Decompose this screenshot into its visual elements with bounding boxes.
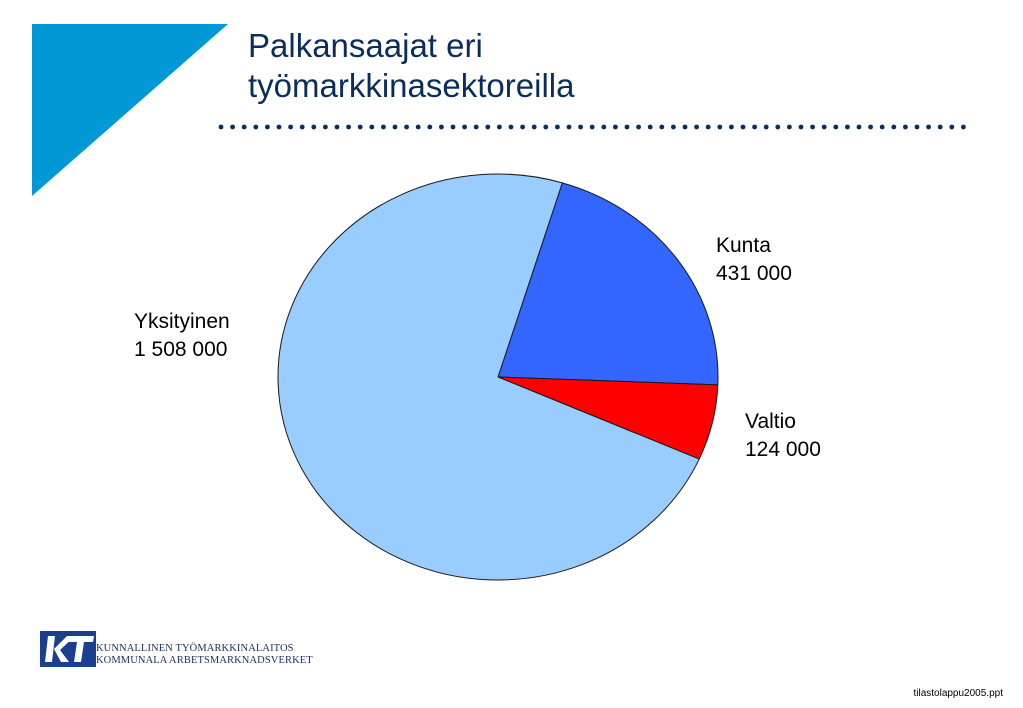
divider-dot <box>311 124 317 130</box>
divider-dot <box>346 124 351 130</box>
divider-dot <box>265 124 270 130</box>
divider-dot <box>299 124 305 130</box>
page-title-line2: työmarkkinasektoreilla <box>248 67 575 104</box>
divider-dot <box>485 124 491 130</box>
corner-accent-triangle <box>32 24 228 196</box>
divider-dot <box>926 124 931 130</box>
divider-dot <box>601 124 607 130</box>
divider-dot <box>462 124 467 130</box>
divider-dot <box>647 124 653 130</box>
divider-dot <box>369 124 375 130</box>
divider-dot <box>821 124 827 130</box>
divider-dot <box>879 124 885 130</box>
divider-dot <box>439 124 444 130</box>
slice-label-yksityinen: Yksityinen 1 508 000 <box>134 308 230 364</box>
divider-dot <box>357 124 363 130</box>
divider-dot <box>427 124 433 130</box>
divider-dot <box>288 124 293 130</box>
slice-label-valtio-value: 124 000 <box>745 438 821 461</box>
divider-dot <box>323 124 328 130</box>
divider-dot <box>543 124 549 130</box>
divider-dot <box>636 124 641 130</box>
divider-dot <box>404 124 409 130</box>
organization-name: KUNNALLINEN TYÖMARKKINALAITOS KOMMUNALA … <box>96 643 313 667</box>
divider-dot <box>334 124 340 130</box>
divider-dot <box>798 124 804 130</box>
kt-logo-icon <box>40 631 96 667</box>
divider-dot <box>705 124 711 130</box>
slice-label-yksityinen-value: 1 508 000 <box>134 338 228 361</box>
divider-dot <box>937 124 943 130</box>
divider-dot <box>508 124 514 130</box>
divider-dot <box>949 124 955 130</box>
divider-dot <box>845 124 850 130</box>
divider-dot <box>253 124 259 130</box>
slice-label-valtio-name: Valtio <box>745 410 796 433</box>
slice-label-valtio: Valtio 124 000 <box>745 408 821 464</box>
pie-slice-kunta <box>497 182 719 386</box>
divider-dot <box>578 124 583 130</box>
divider-dot <box>566 124 572 130</box>
divider-dot <box>891 124 897 130</box>
slice-label-kunta: Kunta 431 000 <box>716 232 792 288</box>
divider-dot <box>473 124 479 130</box>
divider-dot <box>868 124 873 130</box>
slice-label-kunta-name: Kunta <box>716 234 771 257</box>
divider-dot <box>555 124 560 130</box>
pie-slices <box>277 173 719 581</box>
divider-dot <box>961 124 966 130</box>
divider-dot <box>450 124 456 130</box>
slice-label-kunta-value: 431 000 <box>716 262 792 285</box>
divider-dot <box>833 124 839 130</box>
divider-dot <box>497 124 502 130</box>
divider-dot <box>624 124 630 130</box>
divider-dot <box>682 124 688 130</box>
divider-dot <box>613 124 618 130</box>
divider-dot <box>589 124 595 130</box>
divider-dot <box>903 124 908 130</box>
divider-dot <box>717 124 723 130</box>
organization-name-line1: KUNNALLINEN TYÖMARKKINALAITOS <box>96 643 294 654</box>
divider-dot <box>520 124 525 130</box>
file-name: tilastolappu2005.ppt <box>913 688 1003 699</box>
divider-dot <box>914 124 920 130</box>
slice-label-yksityinen-name: Yksityinen <box>134 310 230 333</box>
divider-dot <box>856 124 862 130</box>
page-title: Palkansaajat eri työmarkkinasektoreilla <box>248 26 574 106</box>
corner-accent-shape <box>32 24 228 196</box>
pie-slice-yksityinen <box>277 173 700 581</box>
divider-dot <box>276 124 282 130</box>
divider-dot <box>241 124 247 130</box>
divider-dot <box>763 124 769 130</box>
divider-dot <box>810 124 815 130</box>
divider-dot <box>694 124 699 130</box>
divider-dot <box>671 124 676 130</box>
title-dotted-divider <box>218 124 966 130</box>
divider-dot <box>787 124 792 130</box>
organization-name-line2: KOMMUNALA ARBETSMARKNADSVERKET <box>96 655 313 666</box>
page-title-line1: Palkansaajat eri <box>248 27 483 64</box>
divider-dot <box>392 124 398 130</box>
divider-dot <box>740 124 746 130</box>
divider-dot <box>775 124 781 130</box>
divider-dot <box>659 124 665 130</box>
divider-dot <box>381 124 386 130</box>
divider-dot <box>230 124 235 130</box>
divider-dot <box>752 124 757 130</box>
divider-dot <box>415 124 421 130</box>
divider-dot <box>531 124 537 130</box>
divider-dot <box>729 124 734 130</box>
divider-dot <box>218 124 224 130</box>
